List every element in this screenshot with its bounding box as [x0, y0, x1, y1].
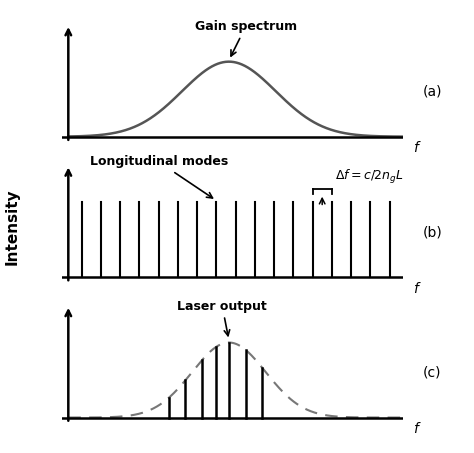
Text: f: f — [413, 141, 418, 155]
Text: Gain spectrum: Gain spectrum — [195, 20, 297, 56]
Text: Longitudinal modes: Longitudinal modes — [90, 155, 228, 198]
Text: (a): (a) — [423, 85, 442, 99]
Text: (b): (b) — [423, 225, 443, 239]
Text: f: f — [413, 422, 418, 436]
Text: f: f — [413, 282, 418, 296]
Text: $\Delta f = c/2n_g L$: $\Delta f = c/2n_g L$ — [335, 168, 403, 186]
Text: Intensity: Intensity — [4, 188, 19, 265]
Text: (c): (c) — [423, 366, 441, 380]
Text: Laser output: Laser output — [177, 299, 267, 336]
